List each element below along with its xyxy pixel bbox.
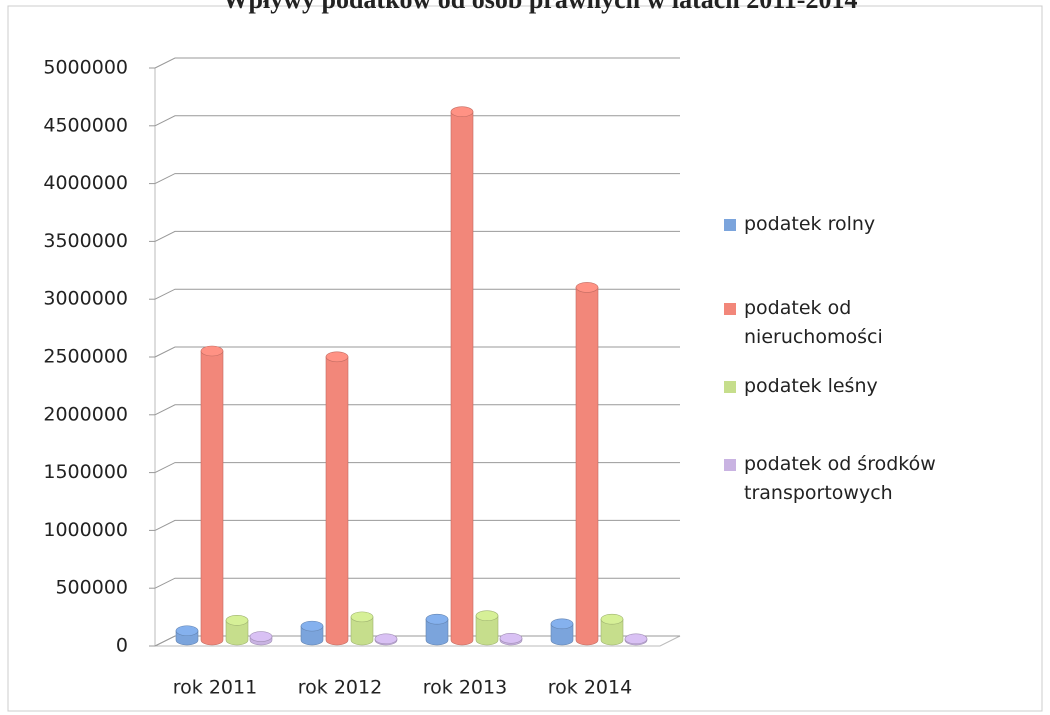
bar — [575, 287, 599, 646]
y-tick-label: 3000000 — [43, 288, 128, 310]
bar — [475, 615, 499, 646]
legend-label: podatek rolny — [744, 213, 876, 235]
bar — [325, 356, 349, 646]
legend-label: podatek od środków transportowych — [744, 453, 936, 504]
chart-title: Wpływy podatków od osób prawnych w latac… — [223, 0, 858, 14]
bar-top — [475, 610, 499, 622]
bar — [300, 625, 324, 646]
bar-top — [499, 632, 523, 644]
y-tick-label: 2000000 — [43, 403, 128, 425]
bar-top — [175, 625, 199, 637]
y-tick-label: 4500000 — [43, 114, 128, 136]
y-tick-label: 2500000 — [43, 346, 128, 368]
bar — [550, 623, 574, 646]
legend-swatch — [724, 219, 736, 231]
legend-entry: podatek od środków transportowych — [722, 450, 984, 508]
bar-top — [624, 633, 648, 645]
bar — [600, 618, 624, 646]
bar-top — [200, 345, 224, 357]
bar-top — [325, 351, 349, 363]
y-tick-label: 0 — [116, 635, 128, 657]
bar — [350, 616, 374, 646]
bar-top — [350, 611, 374, 623]
legend-entry: podatek od nieruchomości — [722, 294, 984, 352]
legend-entry: podatek leśny — [722, 372, 984, 401]
bar-top — [249, 631, 273, 642]
bar-top — [550, 618, 574, 630]
x-tick-label: rok 2014 — [548, 677, 632, 699]
grid-line — [154, 346, 680, 358]
grid-line — [154, 577, 680, 589]
x-tick-label: rok 2011 — [173, 677, 257, 699]
bar-top — [225, 615, 249, 626]
y-tick-label: 4000000 — [43, 172, 128, 194]
legend-swatch — [724, 381, 736, 393]
grid-line — [154, 173, 680, 185]
bar — [200, 350, 224, 646]
legend-swatch — [724, 459, 736, 471]
bar-top — [575, 282, 599, 293]
grid-line — [154, 519, 680, 531]
bar-top — [300, 620, 324, 632]
legend-entry: podatek rolny — [722, 210, 984, 239]
legend-label: podatek od nieruchomości — [744, 297, 883, 348]
x-tick-label: rok 2012 — [298, 677, 382, 699]
x-tick-label: rok 2013 — [423, 677, 507, 699]
grid-line — [154, 404, 680, 416]
grid-line — [154, 288, 680, 300]
grid-line — [154, 57, 680, 69]
bar — [225, 620, 249, 646]
y-tick-label: 3500000 — [43, 230, 128, 252]
bar-top — [425, 613, 449, 625]
legend-swatch — [724, 303, 736, 315]
grid-line — [154, 230, 680, 242]
y-tick-label: 5000000 — [43, 57, 128, 79]
y-tick-label: 1000000 — [43, 519, 128, 541]
bar — [425, 618, 449, 646]
bar-top — [450, 106, 474, 118]
y-tick-label: 500000 — [55, 577, 128, 599]
bar-top — [600, 613, 624, 625]
chart-border — [7, 5, 1043, 712]
bar-top — [374, 633, 398, 645]
bar — [450, 111, 474, 646]
y-tick-label: 1500000 — [43, 461, 128, 483]
grid-line — [154, 115, 680, 127]
legend-label: podatek leśny — [744, 375, 878, 397]
grid-line — [154, 462, 680, 474]
